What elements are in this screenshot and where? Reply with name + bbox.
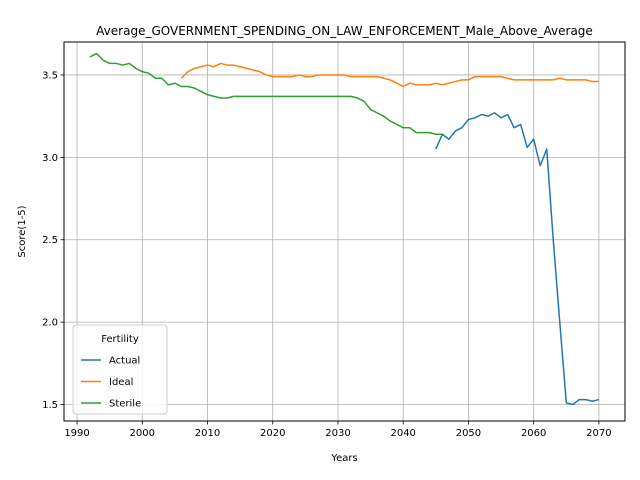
y-tick-label: 2.0 [42,318,58,329]
series-lines [89,52,600,406]
y-axis-ticks: 1.5 2.0 2.5 3.0 3.5 [42,70,64,411]
series-line-actual [435,112,600,406]
series-line-ideal [180,62,599,88]
x-tick-label: 2030 [325,428,350,439]
y-tick-label: 1.5 [42,400,58,411]
legend-title: Fertility [101,334,139,345]
legend-label-ideal: Ideal [109,377,133,388]
legend-box [72,324,168,415]
x-tick-label: 2020 [260,428,285,439]
x-tick-label: 2040 [390,428,415,439]
x-tick-label: 2000 [130,428,155,439]
y-axis-label: Score(1-5) [17,205,28,257]
x-tick-label: 2010 [195,428,220,439]
y-tick-label: 3.5 [42,70,58,81]
x-tick-label: 2060 [521,428,546,439]
plot-frame [63,41,626,422]
legend: Fertility Actual Ideal Sterile [72,324,168,415]
legend-items: Actual Ideal Sterile [81,356,141,410]
series-line-sterile [89,52,443,136]
x-tick-label: 2070 [586,428,611,439]
y-tick-label: 2.5 [42,235,58,246]
legend-label-actual: Actual [109,356,140,367]
y-tick-label: 3.0 [42,153,58,164]
x-tick-label: 1990 [64,428,89,439]
x-axis-label: Years [330,453,357,464]
chart-title: Average_GOVERNMENT_SPENDING_ON_LAW_ENFOR… [96,24,593,38]
x-axis-ticks: 1990 2000 2010 2020 2030 2040 2050 2060 2070 [64,421,612,439]
legend-label-sterile: Sterile [109,399,141,410]
x-tick-label: 2050 [456,428,481,439]
